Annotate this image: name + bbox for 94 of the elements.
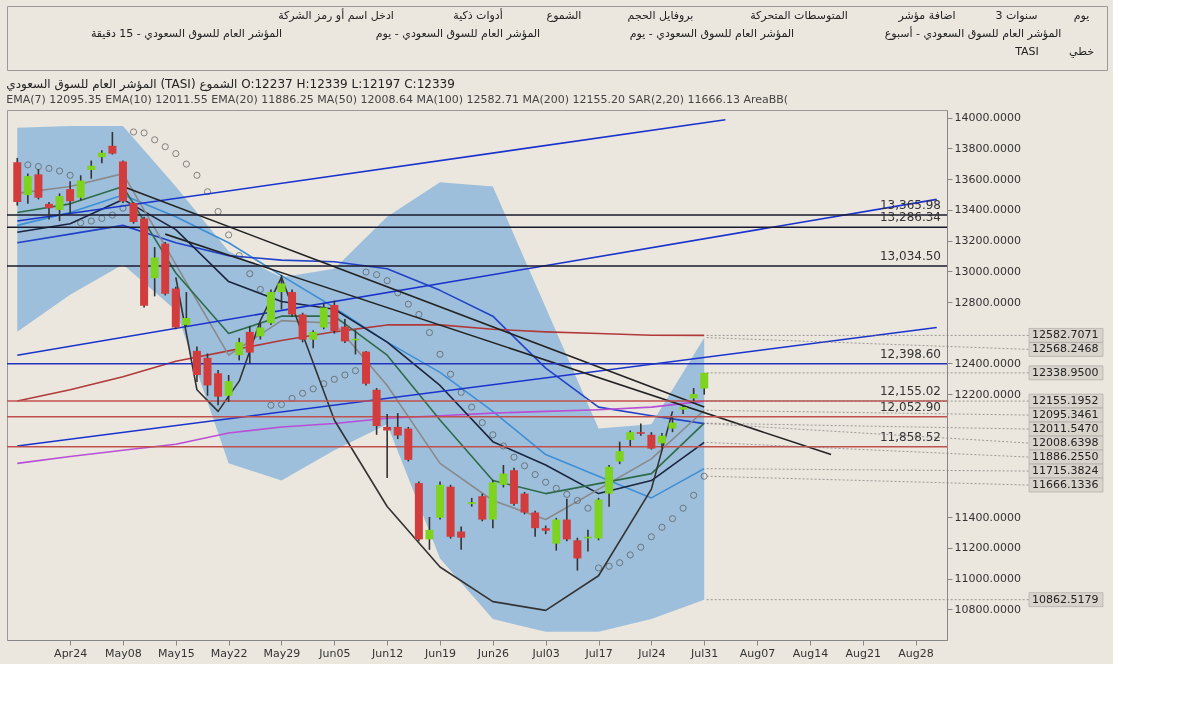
text: 3 سنوات <box>995 9 1038 22</box>
x-tick-label: May29 <box>263 646 301 660</box>
y-tick-label: 11000.0000 <box>954 572 1021 586</box>
candlestick <box>562 497 571 543</box>
x-tick-label: Jun12 <box>371 646 404 660</box>
annotation: 12338.9500 <box>1032 365 1099 379</box>
ref-line-label: 11,858.52 <box>879 429 941 444</box>
candlestick <box>478 492 487 523</box>
text: المؤشر العام للسوق السعودي - 15 دقيقة <box>90 27 283 40</box>
ref-line-label: 12,155.02 <box>879 384 941 399</box>
text: أدوات ذكية <box>453 8 503 22</box>
candlestick <box>319 302 328 331</box>
annotation: 12582.7071 <box>1032 328 1099 342</box>
annotation: 11886.2550 <box>1032 450 1099 464</box>
text: المؤشر العام للسوق السعودي - أسبوع <box>884 26 1062 40</box>
annotation: 12155.1952 <box>1032 394 1099 408</box>
candlestick <box>467 497 476 508</box>
y-tick-label: 11200.0000 <box>954 541 1021 555</box>
annotation: 12095.3461 <box>1032 408 1099 422</box>
x-tick-label: Jul24 <box>637 646 666 660</box>
y-tick-label: 13200.0000 <box>954 234 1021 248</box>
line-series <box>16 224 706 425</box>
text: المؤشر العام للسوق السعودي - يوم <box>629 27 795 40</box>
ref-line-label: 12,052.90 <box>879 399 941 414</box>
x-tick-label: Apr24 <box>54 646 88 660</box>
candlestick <box>340 318 349 344</box>
candlestick <box>55 192 64 222</box>
y-tick-label: 12800.0000 <box>954 295 1021 309</box>
ref-line-label: 12,398.60 <box>879 346 941 361</box>
candlestick <box>531 510 540 538</box>
x-tick-label: Jul31 <box>690 646 719 660</box>
candlestick <box>23 172 32 205</box>
candlestick <box>44 201 53 221</box>
candlestick <box>66 180 75 215</box>
text: الشموع <box>546 9 582 22</box>
y-tick-label: 14000.0000 <box>954 111 1021 125</box>
candlestick <box>499 464 508 489</box>
y-tick-label: 13800.0000 <box>954 141 1021 155</box>
candlestick <box>573 536 582 572</box>
x-tick-label: May08 <box>105 646 142 660</box>
candlestick <box>108 131 117 156</box>
chart-title: المؤشر العام للسوق السعودي (TASI) الشموع O:12237 H:12339 L:12197 C:12339 <box>6 77 455 92</box>
candlestick <box>245 325 254 365</box>
candlestick <box>87 159 96 180</box>
y-tick-label: 12200.0000 <box>954 387 1021 401</box>
candlestick <box>214 369 223 407</box>
x-tick-label: Jun26 <box>476 646 509 660</box>
text: TASI <box>1014 45 1039 58</box>
candlestick <box>393 412 402 440</box>
annotation: 12011.5470 <box>1032 422 1099 436</box>
candlestick <box>150 246 159 298</box>
x-tick-label: Jun05 <box>318 646 351 660</box>
candlestick <box>129 201 138 225</box>
text: المؤشر العام للسوق السعودي - يوم <box>375 27 541 40</box>
x-tick-label: May15 <box>157 646 195 660</box>
text: خطي <box>1069 45 1094 58</box>
ref-line-label: 13,034.50 <box>879 249 941 263</box>
chart-subtitle: EMA(7) 12095.35 EMA(10) 12011.55 EMA(20) 11886.25 MA(50) 12008.64 MA(100) 12582.71 MA(200) 12155.20 SAR(2,20) 11666.13 AreaBB( <box>6 93 789 106</box>
text: اضافة مؤشر <box>897 9 956 22</box>
line-series <box>175 276 674 612</box>
text: المتوسطات المتحركة <box>750 9 848 22</box>
text: بروفايل الحجم <box>627 9 694 22</box>
x-tick-label: Jul17 <box>584 646 613 660</box>
x-tick-label: May22 <box>210 646 248 660</box>
x-tick-label: Aug28 <box>898 646 934 660</box>
annotation: 10862.5179 <box>1032 592 1099 606</box>
y-tick-label: 11400.0000 <box>954 510 1021 524</box>
y-tick-label: 12400.0000 <box>954 356 1021 370</box>
candlestick <box>224 374 233 403</box>
candlestick <box>425 516 434 551</box>
annotation: 11715.3824 <box>1032 464 1099 478</box>
candlestick <box>76 174 85 202</box>
candlestick <box>288 288 297 318</box>
candlestick <box>636 422 645 437</box>
text: ادخل اسم أو رمز الشركة <box>278 8 394 22</box>
x-tick-label: Jun19 <box>423 646 457 660</box>
x-tick-label: Aug14 <box>792 646 829 660</box>
annotation: 11666.1336 <box>1032 478 1099 492</box>
x-tick-label: Aug07 <box>739 646 776 660</box>
y-tick-label: 10800.0000 <box>954 602 1021 616</box>
candlestick <box>520 491 529 516</box>
y-tick-label: 13600.0000 <box>954 172 1021 186</box>
candlestick <box>457 525 466 551</box>
candlestick <box>309 329 318 350</box>
y-tick-label: 13400.0000 <box>954 203 1021 217</box>
candlestick <box>615 440 624 465</box>
y-tick-label: 13000.0000 <box>954 264 1021 278</box>
x-tick-label: Aug21 <box>845 646 881 660</box>
text: يوم <box>1073 9 1090 22</box>
x-tick-label: Jul03 <box>531 646 560 660</box>
annotation: 12008.6398 <box>1032 436 1099 450</box>
candlestick <box>182 291 191 328</box>
annotation: 12568.2468 <box>1032 342 1099 356</box>
candlestick <box>235 337 244 362</box>
